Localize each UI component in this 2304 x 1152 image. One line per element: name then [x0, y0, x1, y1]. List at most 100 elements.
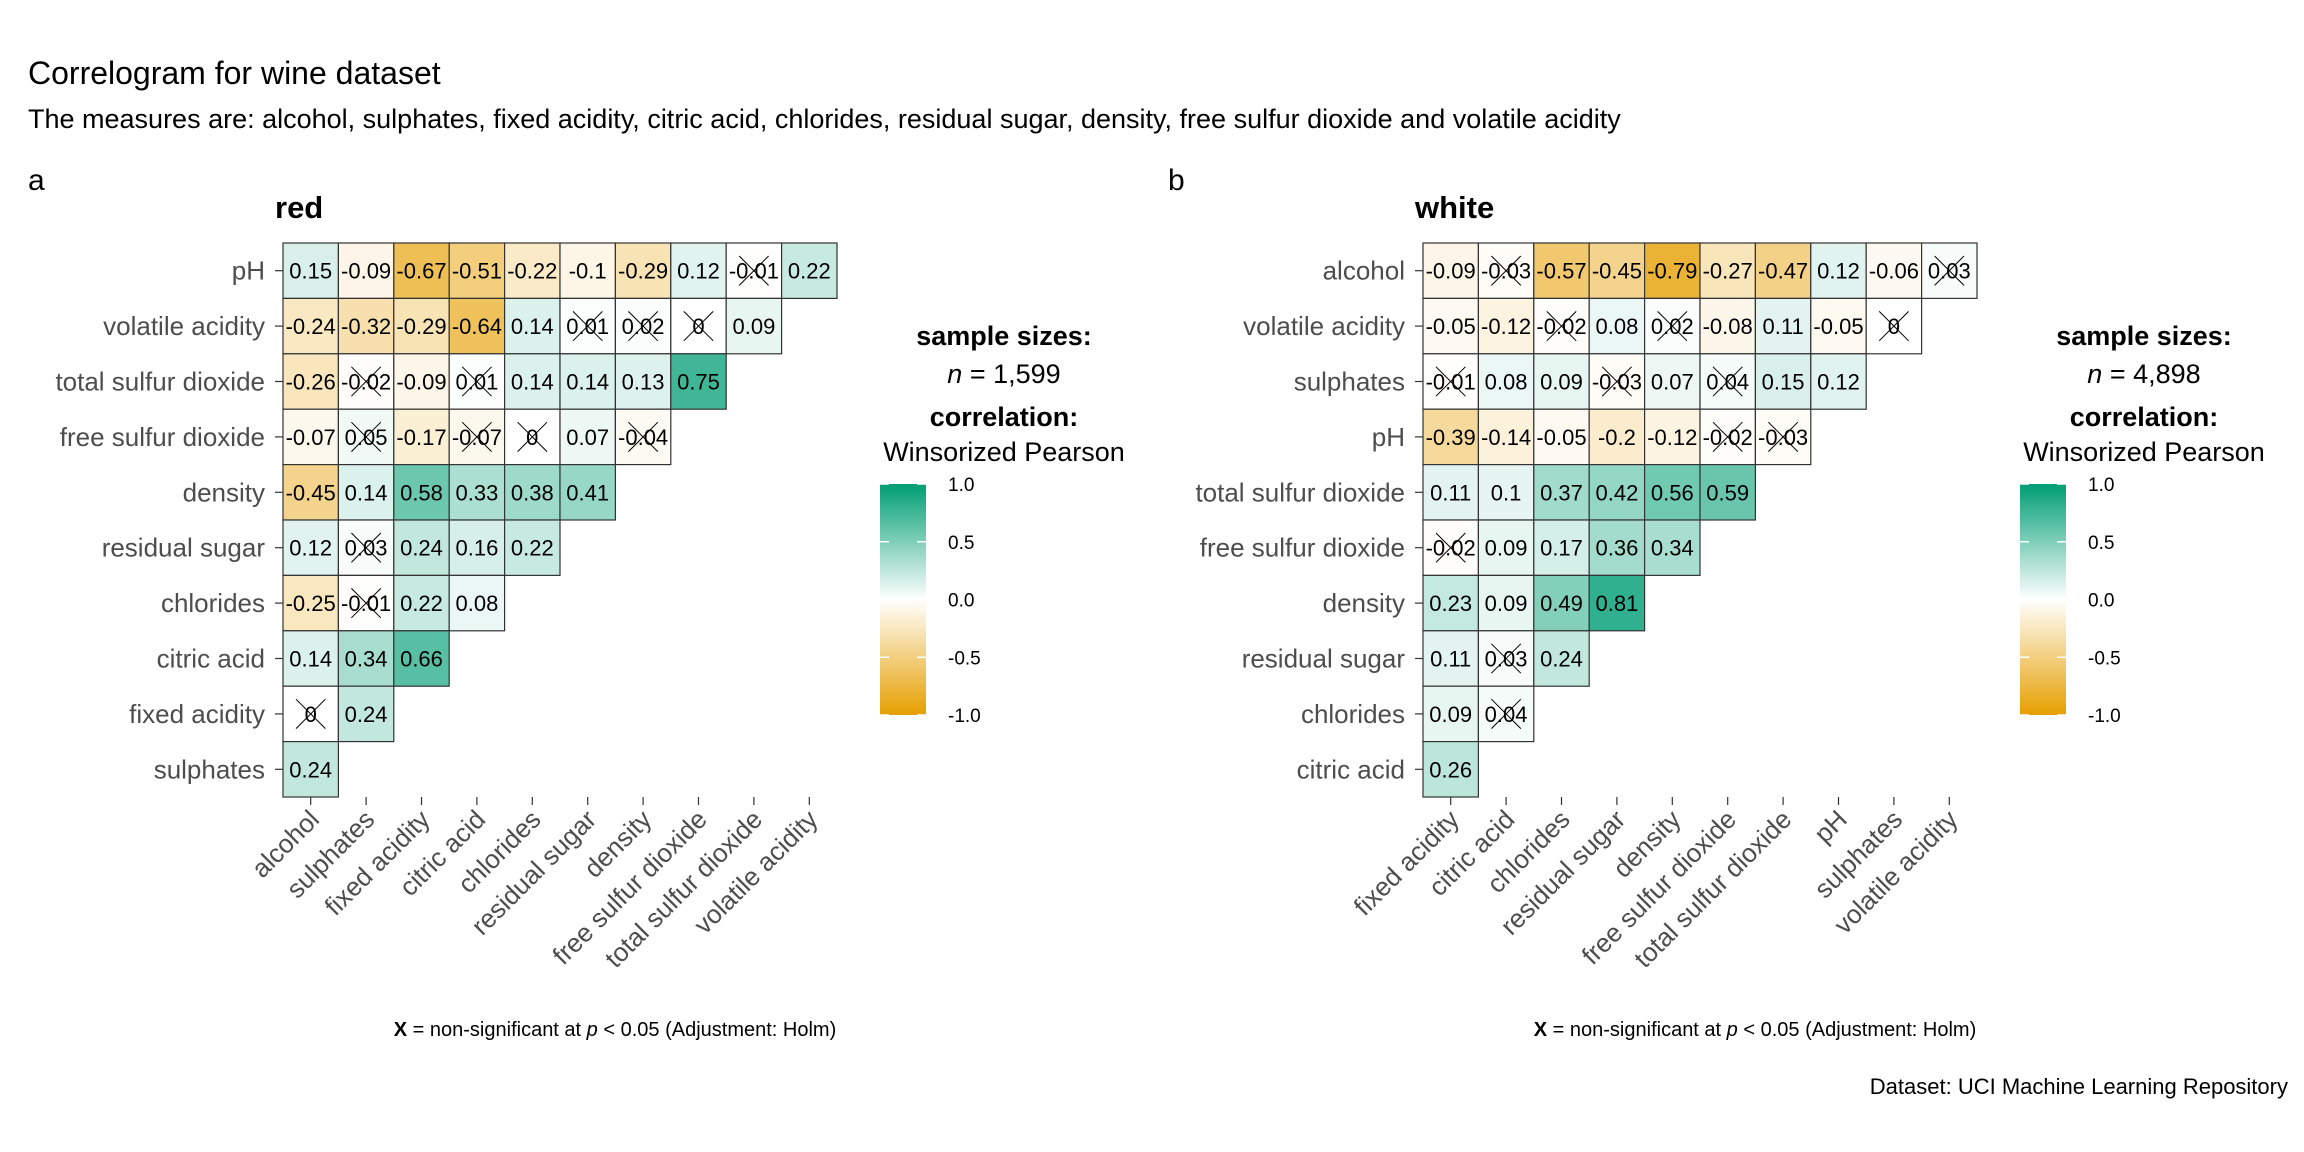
cell-value-label: 0.24 [289, 757, 332, 782]
row-tick-label: residual sugar [1242, 644, 1406, 674]
cell-value-label: 0.81 [1595, 591, 1638, 616]
row-tick-label: alcohol [1323, 256, 1405, 286]
heatmap-cell [725, 297, 783, 355]
row-tick-label: citric acid [1297, 754, 1405, 784]
heatmap-cell [1533, 408, 1590, 466]
cell-value-label: -0.14 [1481, 425, 1531, 450]
cell-value-label: -0.24 [286, 314, 336, 339]
heatmap-cell [1754, 242, 1812, 300]
heatmap-cell [1643, 408, 1701, 466]
cell-value-label: 0.11 [1430, 647, 1471, 672]
heatmap-cell [1533, 519, 1590, 577]
legend-sample-size: n = 1,599 [947, 359, 1060, 389]
significance-footnote: X = non-significant at p < 0.05 (Adjustm… [1534, 1019, 1976, 1041]
legend-tick-label: -1.0 [948, 706, 981, 727]
cell-value-label: 0.07 [566, 425, 609, 450]
cell-value-label: 0.07 [1651, 370, 1694, 395]
legend-n-value: 4,898 [2133, 359, 2201, 389]
cell-value-label: -0.57 [1536, 259, 1586, 284]
significance-footnote: X = non-significant at p < 0.05 (Adjustm… [394, 1019, 836, 1041]
cell-value-label: 0.34 [345, 647, 388, 672]
cell-value-label: 0.58 [400, 480, 443, 505]
heatmap-cell [393, 408, 450, 466]
cell-value-label: 0.41 [566, 480, 609, 505]
row-tick-label: density [1323, 588, 1405, 618]
cell-value-label: 0.16 [455, 536, 498, 561]
cell-value-label: -0.06 [1869, 259, 1919, 284]
cell-value-label: -0.45 [286, 480, 336, 505]
heatmap-cell [670, 242, 727, 300]
cell-value-label: 0.56 [1651, 480, 1694, 505]
heatmap-cell [1477, 519, 1535, 577]
heatmap-cell [1588, 574, 1646, 632]
heatmap-cell [1810, 353, 1867, 410]
row-tick-label: total sulfur dioxide [55, 367, 265, 397]
heatmap-cell [559, 464, 617, 521]
cell-value-label: 0.14 [566, 370, 609, 395]
heatmap-cell [393, 353, 450, 410]
cell-value-label: 0.11 [1430, 480, 1471, 505]
cell-value-label: -0.09 [396, 370, 446, 395]
cell-value-label: 0.33 [455, 480, 498, 505]
cell-value-label: 0.75 [677, 370, 720, 395]
panel-title: white [1414, 190, 1494, 225]
row-tick-label: sulphates [1294, 367, 1405, 397]
heatmap-cell [393, 630, 450, 687]
cell-value-label: -0.12 [1647, 425, 1697, 450]
legend-sample-size: n = 4,898 [2087, 359, 2200, 389]
cell-value-label: -0.32 [341, 314, 391, 339]
heatmap-cell [1422, 408, 1480, 466]
cell-value-label: -0.79 [1647, 259, 1697, 284]
row-tick-label: free sulfur dioxide [1200, 533, 1405, 563]
nonsignificant-cross-mark [1491, 255, 1522, 286]
cell-value-label: -0.05 [1536, 425, 1586, 450]
legend-sample-sizes-heading: sample sizes: [2056, 321, 2232, 351]
heatmap-cell [559, 353, 617, 410]
heatmap-cell [1810, 297, 1867, 355]
heatmap-cell [1643, 519, 1701, 577]
cell-value-label: -0.29 [618, 259, 668, 284]
cell-value-label: 0.23 [1429, 591, 1472, 616]
cell-value-label: 0.12 [677, 259, 720, 284]
row-tick-label: density [183, 477, 265, 507]
legend-n-value: 1,599 [993, 359, 1061, 389]
cell-value-label: 0.24 [400, 536, 443, 561]
heatmap-cell [559, 242, 617, 300]
heatmap-cell [1643, 464, 1701, 521]
cell-value-label: 0.17 [1540, 536, 1583, 561]
nonsignificant-cross-mark [1878, 311, 1909, 342]
cell-value-label: -0.67 [396, 259, 446, 284]
cell-value-label: -0.1 [569, 259, 607, 284]
nonsignificant-cross-mark [351, 366, 382, 397]
heatmap-cell [670, 353, 727, 410]
cell-value-label: 0.12 [1817, 370, 1860, 395]
cell-value-label: 0.14 [511, 370, 554, 395]
legend-tick-label: 0.5 [948, 533, 974, 554]
nonsignificant-cross-mark [738, 255, 769, 286]
cell-value-label: -0.05 [1426, 314, 1476, 339]
cell-value-label: 0.59 [1706, 480, 1749, 505]
heatmap-cell [1533, 353, 1590, 410]
legend-tick-label: -0.5 [948, 648, 981, 669]
footnote-text: < 0.05 (Adjustment: Holm) [598, 1019, 836, 1041]
column-tick-label: pH [1808, 804, 1853, 849]
cell-value-label: 0.08 [1485, 370, 1528, 395]
panel-white: bwhite-0.09-0.03-0.57-0.45-0.79-0.27-0.4… [1168, 164, 2265, 1041]
row-tick-label: free sulfur dioxide [60, 422, 265, 452]
legend-n-equals: = [2102, 359, 2133, 389]
nonsignificant-cross-mark [683, 311, 714, 342]
row-tick-label: pH [232, 256, 265, 286]
cell-value-label: 0.14 [289, 647, 332, 672]
cell-value-label: 0.09 [1429, 702, 1472, 727]
heatmap-cell [282, 519, 340, 577]
legend-tick-label: -1.0 [2088, 706, 2121, 727]
footnote-p-symbol: p [1726, 1019, 1738, 1041]
legend-tick-label: 0.0 [948, 591, 974, 612]
cell-value-label: 0.09 [1485, 536, 1528, 561]
cell-value-label: 0.22 [511, 536, 554, 561]
cell-value-label: 0.1 [1491, 480, 1522, 505]
legend-correlation-method: Winsorized Pearson [883, 437, 1125, 467]
cell-value-label: -0.17 [396, 425, 446, 450]
row-tick-label: fixed acidity [129, 699, 265, 729]
